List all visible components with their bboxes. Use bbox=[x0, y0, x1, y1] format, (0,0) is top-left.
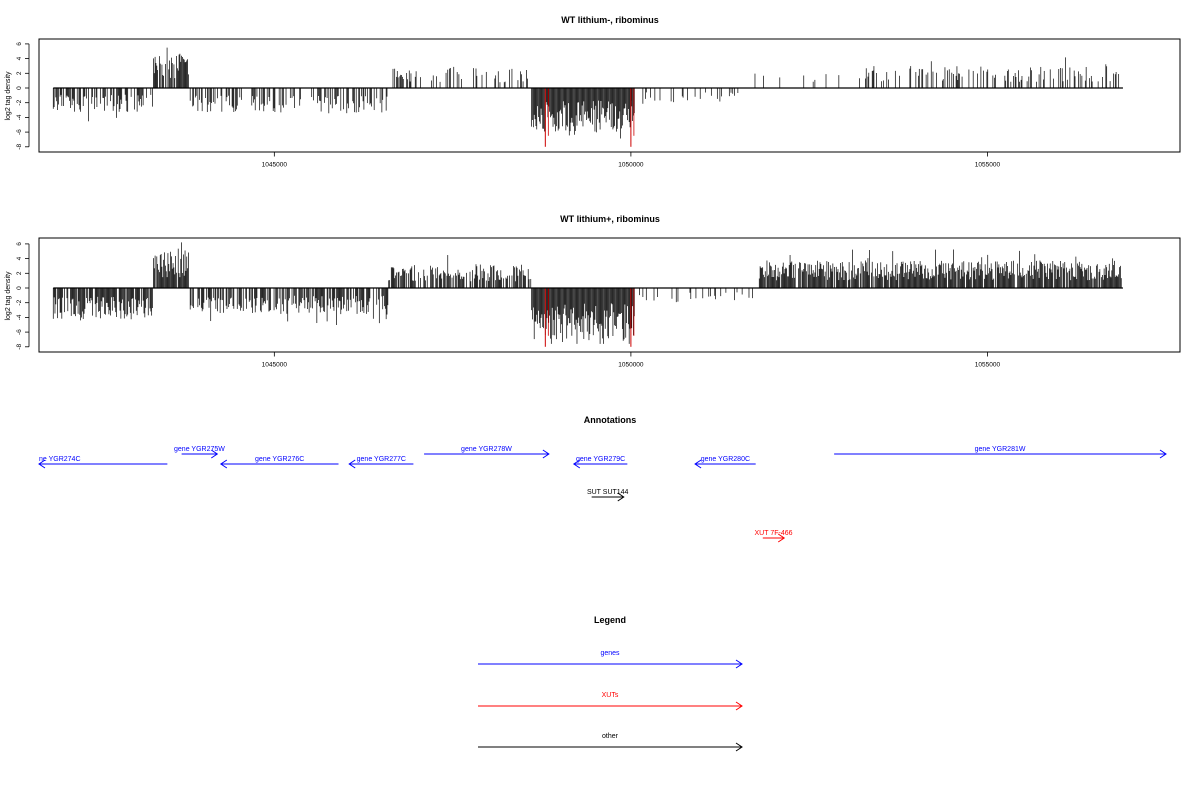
feature-label: ne YGR274C bbox=[39, 456, 81, 463]
feature-genes: ne YGR274C bbox=[38, 456, 168, 469]
annotations-title: Annotations bbox=[584, 415, 637, 425]
y-tick-label: -2 bbox=[16, 299, 23, 305]
feature-arrowhead bbox=[38, 459, 46, 469]
track-title: WT lithium+, ribominus bbox=[560, 214, 660, 224]
y-axis-label: log2 tag density bbox=[5, 271, 12, 321]
feature-list: ne YGR274C gene YGR275W gene YGR276C gene Y… bbox=[38, 446, 1167, 543]
feature-arrowhead bbox=[1159, 449, 1167, 459]
plot-frame bbox=[38, 237, 1181, 353]
legend-label: genes bbox=[600, 650, 620, 657]
annotations-panel: Annotations ne YGR274C gene YGR275W gene Y… bbox=[38, 415, 1167, 543]
legend-item-genes: genes bbox=[478, 650, 743, 669]
feature-arrowhead bbox=[211, 449, 219, 459]
feature-genes: gene YGR277C bbox=[348, 456, 414, 469]
y-tick-label: 2 bbox=[16, 71, 23, 75]
feature-label: XUT 7F-466 bbox=[755, 530, 793, 537]
feature-label: gene YGR279C bbox=[576, 456, 625, 463]
x-tick-label: 1045000 bbox=[262, 362, 288, 369]
feature-arrowhead bbox=[777, 533, 786, 543]
feature-arrowhead bbox=[572, 459, 581, 469]
feature-genes: gene YGR276C bbox=[219, 456, 339, 469]
feature-arrowhead bbox=[542, 449, 550, 459]
feature-label: gene YGR277C bbox=[357, 456, 406, 463]
legend-item-xuts: XUTs bbox=[478, 692, 743, 711]
y-tick-label: -8 bbox=[16, 344, 23, 350]
legend-panel: Legend genes XUTs other bbox=[478, 615, 743, 752]
feature-genes: gene YGR275W bbox=[174, 446, 225, 459]
legend-items: genes XUTs other bbox=[478, 650, 743, 752]
feature-label: gene YGR275W bbox=[174, 446, 225, 453]
legend-label: XUTs bbox=[602, 692, 619, 699]
y-axis-label: log2 tag density bbox=[5, 71, 12, 121]
axes: 6 4 2 0 -2 -4 -6 -8 1045000 1050000 1055000 bbox=[16, 242, 1000, 369]
y-tick-label: -2 bbox=[16, 99, 23, 105]
plot-frame bbox=[38, 38, 1181, 153]
y-tick-label: -6 bbox=[16, 329, 23, 335]
feature-arrowhead bbox=[348, 459, 356, 469]
y-tick-label: 6 bbox=[16, 242, 23, 246]
y-tick-label: 4 bbox=[16, 256, 23, 260]
feature-label: gene YGR281W bbox=[975, 446, 1026, 453]
feature-arrowhead bbox=[694, 459, 702, 469]
y-tick-label: -6 bbox=[16, 129, 23, 135]
track-panel-lithium-plus: WT lithium+, ribominus log2 tag density … bbox=[5, 214, 1181, 369]
feature-arrowhead bbox=[735, 701, 743, 711]
feature-arrowhead bbox=[617, 492, 625, 502]
feature-genes: gene YGR279C bbox=[572, 456, 628, 469]
signal-bars bbox=[52, 242, 1123, 347]
x-tick-label: 1050000 bbox=[618, 362, 644, 369]
feature-arrowhead bbox=[735, 742, 743, 752]
feature-label: gene YGR276C bbox=[255, 456, 304, 463]
x-tick-label: 1050000 bbox=[618, 162, 644, 169]
feature-label: SUT SUT144 bbox=[587, 489, 629, 496]
feature-genes: gene YGR280C bbox=[694, 456, 756, 469]
legend-label: other bbox=[602, 733, 619, 740]
y-tick-label: 0 bbox=[16, 86, 23, 90]
y-tick-label: 2 bbox=[16, 271, 23, 275]
y-tick-label: -4 bbox=[16, 114, 23, 120]
feature-xuts: XUT 7F-466 bbox=[755, 530, 793, 543]
legend-item-other: other bbox=[478, 733, 743, 752]
signal-bars bbox=[52, 47, 1123, 147]
y-tick-label: -8 bbox=[16, 144, 23, 150]
y-tick-label: 0 bbox=[16, 286, 23, 290]
x-tick-label: 1045000 bbox=[262, 162, 288, 169]
y-tick-label: 6 bbox=[16, 42, 23, 46]
feature-genes: gene YGR278W bbox=[424, 446, 550, 459]
y-tick-label: 4 bbox=[16, 56, 23, 60]
y-tick-label: -4 bbox=[16, 314, 23, 320]
track-panel-lithium-minus: WT lithium-, ribominus log2 tag density … bbox=[5, 15, 1181, 169]
track-title: WT lithium-, ribominus bbox=[561, 15, 659, 25]
axes: 6 4 2 0 -2 -4 -6 -8 1045000 1050000 1055000 bbox=[16, 42, 1000, 169]
legend-title: Legend bbox=[594, 615, 626, 625]
feature-genes: gene YGR281W bbox=[834, 446, 1167, 459]
x-tick-label: 1055000 bbox=[975, 162, 1001, 169]
feature-arrowhead bbox=[735, 659, 743, 669]
feature-label: gene YGR278W bbox=[461, 446, 512, 453]
x-tick-label: 1055000 bbox=[975, 362, 1001, 369]
feature-arrowhead bbox=[219, 459, 228, 469]
feature-other: SUT SUT144 bbox=[587, 489, 629, 502]
feature-label: gene YGR280C bbox=[701, 456, 750, 463]
